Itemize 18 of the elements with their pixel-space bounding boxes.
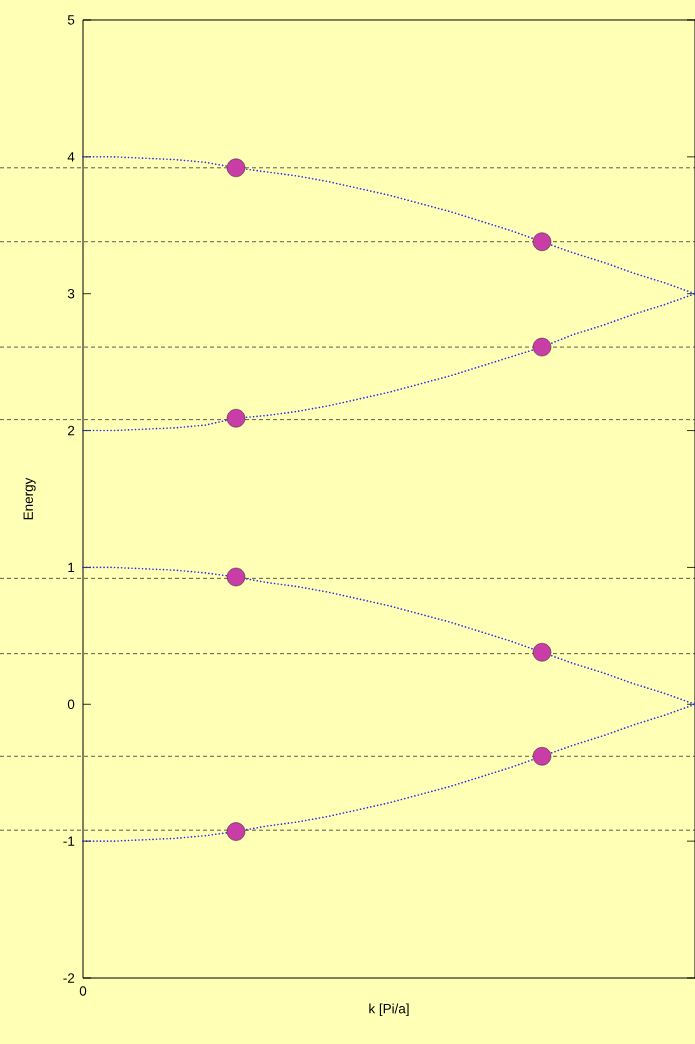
point <box>532 232 552 251</box>
y-tick-label: -2 <box>63 973 75 983</box>
y-tick-label: 1 <box>68 562 75 573</box>
y-axis-title: Energy <box>23 477 36 520</box>
y-tick-label: 5 <box>67 15 75 25</box>
y-tick-label: 2 <box>67 425 75 436</box>
x-axis-title: k [Pi/a] <box>369 1003 409 1017</box>
y-tick-label: 3 <box>67 288 75 299</box>
point <box>226 822 246 841</box>
point <box>532 337 552 357</box>
y-tick-label: -1 <box>63 836 75 846</box>
point <box>226 409 246 428</box>
point <box>226 567 246 587</box>
y-tick-label: 0 <box>67 699 75 710</box>
point <box>532 643 552 662</box>
y-tick-label: 4 <box>67 152 75 162</box>
point <box>532 747 552 766</box>
point <box>226 158 246 177</box>
